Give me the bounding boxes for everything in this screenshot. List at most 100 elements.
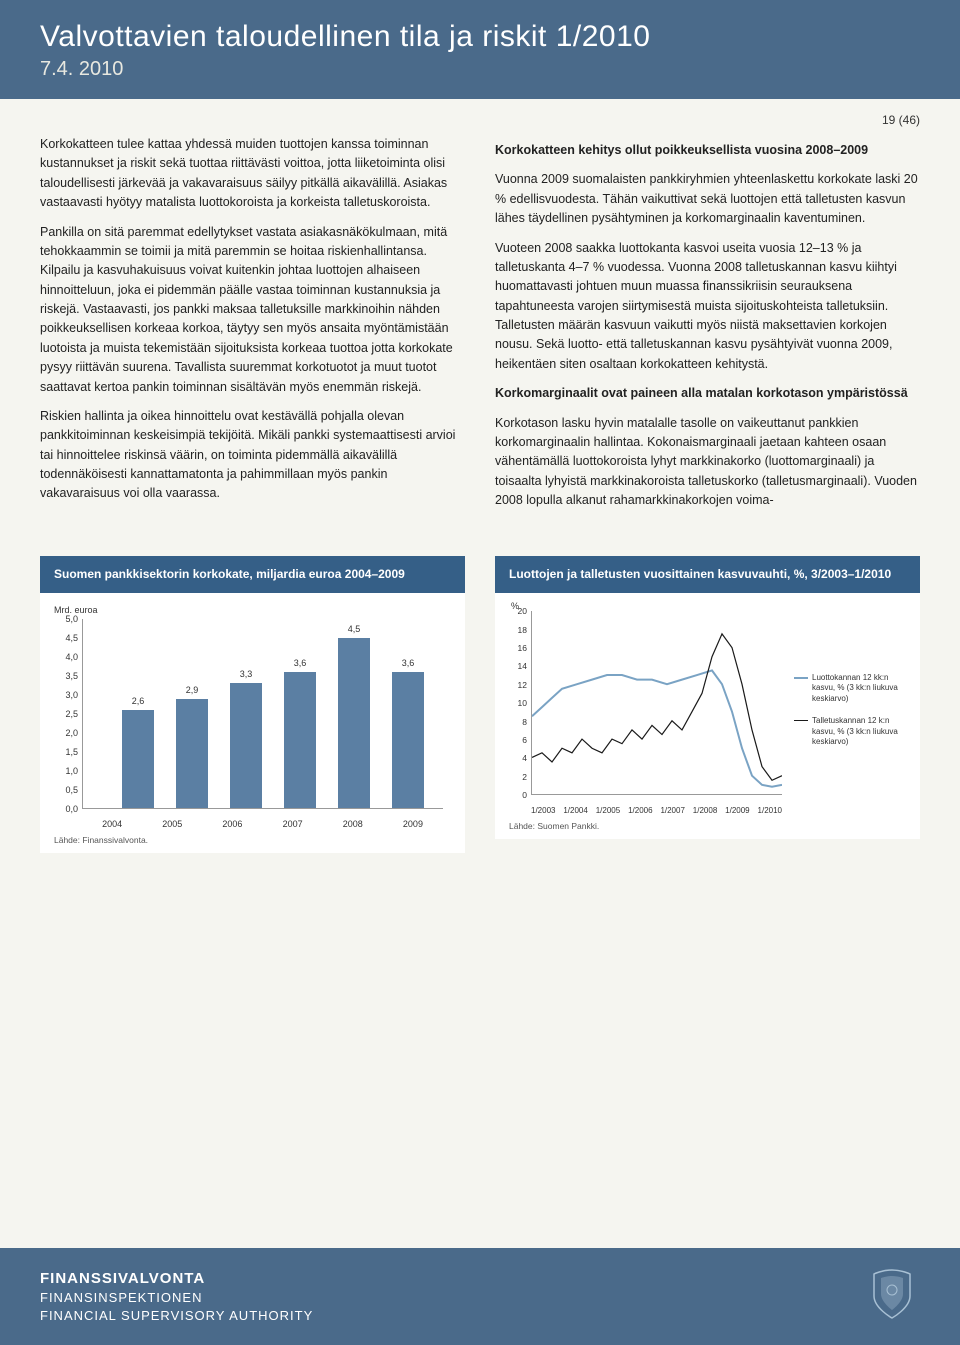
- body-paragraph: Korkokatte​en tulee kattaa yhdessä muide…: [40, 135, 465, 213]
- body-paragraph: Vuonna 2009 suomalaisten pankkiryhmien y…: [495, 170, 920, 228]
- y-tick-label: 3,5: [65, 671, 78, 681]
- right-column: Korkokatte​en kehitys ollut poikkeuksell…: [495, 135, 920, 520]
- bar-chart-container: Suomen pankkisektorin korkokate, miljard…: [40, 556, 465, 853]
- y-tick-label: 14: [518, 661, 527, 671]
- y-tick-label: 2,5: [65, 709, 78, 719]
- y-tick-label: 1,5: [65, 747, 78, 757]
- page: Valvottavien taloudellinen tila ja riski…: [0, 0, 960, 1345]
- bar-value-label: 2,6: [132, 696, 145, 706]
- body-paragraph: Pankilla on sitä paremmat edellytykset v…: [40, 223, 465, 397]
- plot-wrap: % 02468101214161820 1/20031/20041/20051/…: [509, 605, 786, 815]
- legend-label: Luottokannan 12 kk:n kasvu, % (3 kk:n li…: [812, 673, 906, 704]
- page-header: Valvottavien taloudellinen tila ja riski…: [0, 0, 960, 99]
- footer-org-names: FINANSSIVALVONTA FINANSINSPEKTIONEN FINA…: [40, 1268, 313, 1325]
- legend-item: Luottokannan 12 kk:n kasvu, % (3 kk:n li…: [794, 673, 906, 704]
- section-heading: Korkokatte​en kehitys ollut poikkeuksell…: [495, 141, 920, 160]
- x-tick-label: 2005: [142, 819, 202, 829]
- series-line: [532, 634, 782, 780]
- section-heading: Korkomarginaalit ovat paineen alla matal…: [495, 384, 920, 403]
- line-chart-container: Luottojen ja talletusten vuosittainen ka…: [495, 556, 920, 853]
- charts-row: Suomen pankkisektorin korkokate, miljard…: [0, 520, 960, 853]
- bar-value-label: 2,9: [186, 685, 199, 695]
- plot-area: 2,6 2,9 3,3 3,6 4,5 3,6: [82, 619, 443, 809]
- y-tick-label: 4: [522, 753, 527, 763]
- bar: 3,6: [284, 672, 316, 808]
- legend-item: Talletuskannan 12 k:n kasvu, % (3 kk:n l…: [794, 716, 906, 747]
- y-tick-label: 4,0: [65, 652, 78, 662]
- y-ticks: 0,00,51,01,52,02,53,03,54,04,55,0: [54, 619, 80, 809]
- x-tick-label: 1/2010: [758, 806, 782, 815]
- y-tick-label: 16: [518, 643, 527, 653]
- y-tick-label: 0: [522, 790, 527, 800]
- plot-area: [531, 611, 782, 795]
- bar-value-label: 3,6: [402, 658, 415, 668]
- x-tick-label: 1/2003: [531, 806, 555, 815]
- legend-label: Talletuskannan 12 k:n kasvu, % (3 kk:n l…: [812, 716, 906, 747]
- document-title: Valvottavien taloudellinen tila ja riski…: [40, 20, 920, 54]
- y-tick-label: 6: [522, 735, 527, 745]
- y-tick-label: 4,5: [65, 633, 78, 643]
- bar-slot: 3,6: [381, 619, 435, 808]
- chart-source: Lähde: Finanssivalvonta.: [54, 835, 451, 845]
- footer-line: FINANSINSPEKTIONEN: [40, 1289, 313, 1307]
- bar-slot: 2,6: [111, 619, 165, 808]
- bar-slot: 2,9: [165, 619, 219, 808]
- y-tick-label: 3,0: [65, 690, 78, 700]
- chart-body: % 02468101214161820 1/20031/20041/20051/…: [495, 593, 920, 839]
- page-footer: FINANSSIVALVONTA FINANSINSPEKTIONEN FINA…: [0, 1248, 960, 1345]
- y-axis-label: Mrd. euroa: [54, 605, 451, 615]
- bar: 4,5: [338, 638, 370, 808]
- x-ticks: 200420052006200720082009: [82, 819, 443, 829]
- y-tick-label: 20: [518, 606, 527, 616]
- legend-swatch: [794, 720, 808, 721]
- bar: 3,6: [392, 672, 424, 808]
- footer-line: FINANCIAL SUPERVISORY AUTHORITY: [40, 1307, 313, 1325]
- y-ticks: 02468101214161820: [509, 611, 529, 795]
- x-tick-label: 1/2004: [563, 806, 587, 815]
- document-date: 7.4. 2010: [40, 58, 920, 81]
- body-paragraph: Riskien hallinta ja oikea hinnoittelu ov…: [40, 407, 465, 504]
- y-tick-label: 0,0: [65, 804, 78, 814]
- bar: 3,3: [230, 683, 262, 808]
- x-tick-label: 1/2005: [596, 806, 620, 815]
- y-tick-label: 2,0: [65, 728, 78, 738]
- x-tick-label: 1/2009: [725, 806, 749, 815]
- x-tick-label: 2008: [323, 819, 383, 829]
- y-tick-label: 2: [522, 772, 527, 782]
- y-tick-label: 18: [518, 625, 527, 635]
- x-tick-label: 1/2006: [628, 806, 652, 815]
- bar-slot: 3,3: [219, 619, 273, 808]
- bar-value-label: 4,5: [348, 624, 361, 634]
- chart-title: Luottojen ja talletusten vuosittainen ka…: [495, 556, 920, 593]
- x-tick-label: 1/2007: [660, 806, 684, 815]
- y-tick-label: 1,0: [65, 766, 78, 776]
- y-tick-label: 5,0: [65, 614, 78, 624]
- main-content: Korkokatte​en tulee kattaa yhdessä muide…: [0, 135, 960, 520]
- x-tick-label: 2007: [263, 819, 323, 829]
- bar-chart: 0,00,51,01,52,02,53,03,54,04,55,0 2,62,9…: [54, 619, 451, 829]
- coat-of-arms-icon: [864, 1266, 920, 1327]
- x-ticks: 1/20031/20041/20051/20061/20071/20081/20…: [531, 806, 782, 815]
- bars: 2,6 2,9 3,3 3,6 4,5 3,6: [111, 619, 435, 808]
- y-tick-label: 12: [518, 680, 527, 690]
- line-chart: % 02468101214161820 1/20031/20041/20051/…: [509, 605, 906, 815]
- chart-source: Lähde: Suomen Pankki.: [509, 821, 906, 831]
- bar: 2,6: [122, 710, 154, 808]
- chart-legend: Luottokannan 12 kk:n kasvu, % (3 kk:n li…: [786, 605, 906, 815]
- y-tick-label: 8: [522, 717, 527, 727]
- bar-slot: 3,6: [273, 619, 327, 808]
- chart-title: Suomen pankkisektorin korkokate, miljard…: [40, 556, 465, 593]
- body-paragraph: Vuoteen 2008 saakka luottokanta kasvoi u…: [495, 239, 920, 375]
- footer-line: FINANSSIVALVONTA: [40, 1268, 313, 1289]
- series-line: [532, 671, 782, 787]
- y-tick-label: 10: [518, 698, 527, 708]
- body-paragraph: Korkotason lasku hyvin matalalle tasolle…: [495, 414, 920, 511]
- line-svg: [532, 611, 782, 794]
- bar-value-label: 3,3: [240, 669, 253, 679]
- page-number: 19 (46): [0, 99, 960, 135]
- x-tick-label: 2009: [383, 819, 443, 829]
- legend-swatch: [794, 677, 808, 679]
- y-tick-label: 0,5: [65, 785, 78, 795]
- x-tick-label: 2004: [82, 819, 142, 829]
- bar-value-label: 3,6: [294, 658, 307, 668]
